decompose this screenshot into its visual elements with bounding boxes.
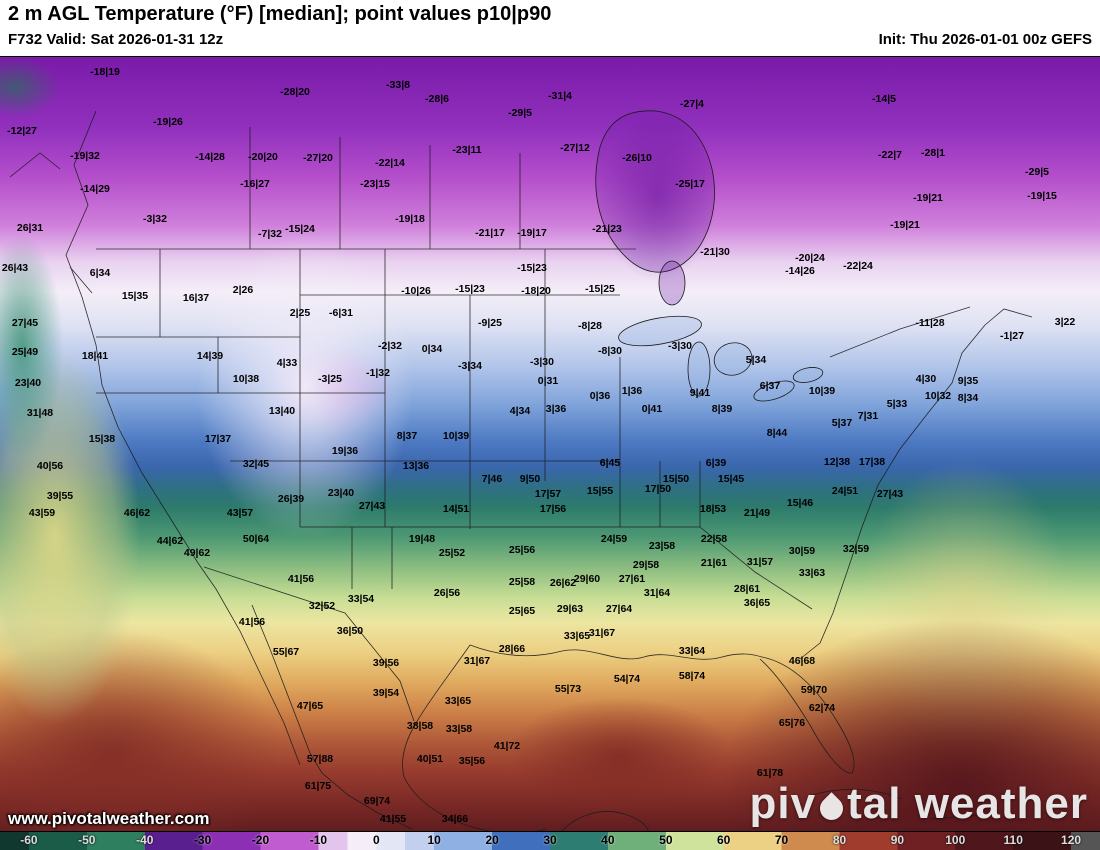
colorbar-tick: 100 (945, 833, 966, 847)
caribbean-islands (811, 789, 983, 820)
maritimes-coast (984, 308, 1033, 326)
colorbar-tick: -50 (78, 833, 96, 847)
brand-watermark: piv tal weather (750, 779, 1088, 829)
colorbar-tick: 20 (485, 833, 499, 847)
colorbar-tick: 90 (890, 833, 905, 847)
colorbar-tick: 110 (1003, 833, 1023, 847)
pacific-coastline (65, 110, 301, 766)
texas-borders (203, 527, 415, 722)
colorbar-tick: 30 (543, 833, 557, 847)
watermark-url: www.pivotalweather.com (8, 809, 210, 828)
colorbar-tick: -20 (251, 833, 270, 847)
colorbar-tick: 50 (659, 833, 673, 847)
map-canvas[interactable]: www.pivotalweather.com piv tal weather (0, 56, 1100, 833)
colorbar-gradient (0, 832, 1100, 850)
gulf-of-california (251, 604, 413, 830)
yucatan-coast (559, 811, 649, 833)
lake-huron (713, 342, 753, 376)
alaska-panhandle (9, 152, 61, 178)
colorbar-tick: -30 (193, 833, 212, 847)
map-boundaries (9, 110, 1033, 833)
atlantic-coastline (799, 324, 986, 660)
lake-michigan (687, 341, 711, 397)
colorbar-tick: 10 (427, 833, 441, 847)
colorbar-tick: 80 (832, 833, 847, 847)
colorbar-tick: 0 (372, 833, 380, 847)
init-time: Init: Thu 2026-01-01 00z GEFS (878, 31, 1092, 48)
colorbar-tick: -60 (20, 833, 38, 847)
map-title: 2 m AGL Temperature (°F) [median]; point… (8, 3, 552, 25)
colorbar-tick: -40 (136, 833, 154, 847)
header: 2 m AGL Temperature (°F) [median]; point… (0, 0, 1100, 56)
brand-text-post: tal weather (847, 779, 1088, 828)
james-bay (658, 260, 686, 306)
hudson-bay (595, 110, 715, 273)
colorbar-tick: 60 (717, 833, 731, 847)
colorbar-tick: 40 (601, 833, 615, 847)
lake-ontario (792, 367, 824, 383)
colorbar-tick: 120 (1061, 833, 1082, 847)
province-borders (249, 127, 521, 249)
colorbar-tick: 70 (774, 833, 789, 847)
mexico-gulf-coast (402, 644, 547, 833)
lake-erie (753, 380, 795, 402)
st-lawrence (829, 306, 971, 358)
droplet-icon (815, 791, 848, 825)
colorbar-tick: -10 (309, 833, 328, 847)
header-subrow: F732 Valid: Sat 2026-01-31 12z Init: Thu… (8, 31, 1092, 48)
florida-peninsula (759, 656, 855, 774)
brand-text-pre: piv (749, 779, 817, 828)
state-borders (96, 249, 701, 529)
colorbar-ticks: -60 -50 -40 -30 -20 -10 0 10 20 30 40 50 60 70 80 90 100… (0, 832, 1100, 850)
lake-superior (618, 315, 702, 347)
vancouver-island (69, 266, 93, 294)
gulf-coastline (469, 644, 763, 660)
valid-time: F732 Valid: Sat 2026-01-31 12z (8, 31, 224, 48)
colorbar: -60 -50 -40 -30 -20 -10 0 10 20 30 40 50 60 70 80 90 100… (0, 831, 1100, 850)
southeast-borders (699, 526, 813, 610)
